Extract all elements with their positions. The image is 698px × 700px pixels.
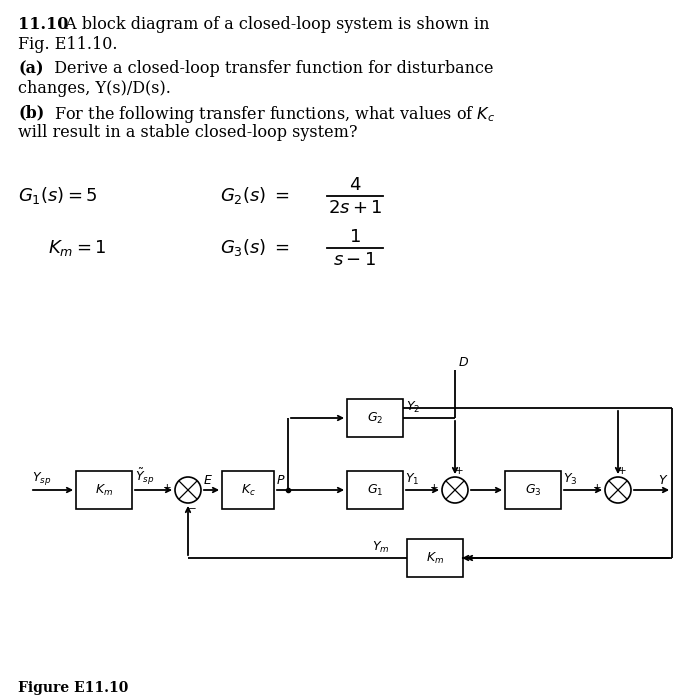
Text: $s - 1$: $s - 1$ [334, 251, 377, 269]
Text: $G_1$: $G_1$ [366, 482, 383, 498]
Text: $G_1(s) = 5$: $G_1(s) = 5$ [18, 186, 98, 206]
Bar [347, 399, 403, 437]
Text: $Y_m$: $Y_m$ [372, 540, 389, 555]
Bar [347, 471, 403, 509]
Text: $K_m = 1$: $K_m = 1$ [48, 238, 106, 258]
Text: changes, Y(s)/D(s).: changes, Y(s)/D(s). [18, 80, 171, 97]
Text: +: + [454, 466, 463, 476]
Text: 11.10: 11.10 [18, 16, 68, 33]
Text: +: + [618, 466, 626, 476]
Text: +: + [163, 483, 172, 493]
Text: $G_3(s)\;=$: $G_3(s)\;=$ [220, 237, 290, 258]
Text: $K_m$: $K_m$ [95, 482, 113, 498]
Text: $E$: $E$ [203, 474, 213, 487]
Text: $G_3$: $G_3$ [525, 482, 541, 498]
Text: $1$: $1$ [349, 228, 361, 246]
Circle shape [605, 477, 631, 503]
Text: $4$: $4$ [349, 176, 362, 194]
Text: $Y$: $Y$ [658, 474, 669, 487]
Text: Figure E11.10: Figure E11.10 [18, 681, 128, 695]
Text: Derive a closed-loop transfer function for disturbance: Derive a closed-loop transfer function f… [44, 60, 493, 77]
Text: +: + [593, 483, 602, 493]
Text: $D$: $D$ [458, 356, 469, 369]
Text: −: − [188, 504, 196, 514]
Text: Fig. E11.10.: Fig. E11.10. [18, 36, 117, 53]
Text: $Y_{sp}$: $Y_{sp}$ [32, 470, 52, 487]
Text: $2s + 1$: $2s + 1$ [327, 199, 383, 217]
Bar [407, 539, 463, 577]
Bar [505, 471, 561, 509]
Text: $G_2$: $G_2$ [367, 410, 383, 426]
Text: (a): (a) [18, 60, 43, 77]
Text: A block diagram of a closed-loop system is shown in: A block diagram of a closed-loop system … [60, 16, 489, 33]
Text: will result in a stable closed-loop system?: will result in a stable closed-loop syst… [18, 124, 357, 141]
Text: $Y_3$: $Y_3$ [563, 472, 577, 487]
Bar [76, 471, 132, 509]
Text: For the following transfer functions, what values of $K_c$: For the following transfer functions, wh… [44, 104, 496, 125]
Text: $K_c$: $K_c$ [241, 482, 255, 498]
Circle shape [175, 477, 201, 503]
Text: $G_2(s)\;=$: $G_2(s)\;=$ [220, 186, 290, 206]
Text: $K_m$: $K_m$ [426, 550, 444, 566]
Text: $\tilde{Y}_{sp}$: $\tilde{Y}_{sp}$ [135, 467, 154, 487]
Text: +: + [431, 483, 439, 493]
Bar [222, 471, 274, 509]
Text: $P$: $P$ [276, 474, 285, 487]
Text: (b): (b) [18, 104, 44, 121]
Text: $Y_2$: $Y_2$ [406, 400, 420, 415]
Circle shape [442, 477, 468, 503]
Text: $Y_1$: $Y_1$ [405, 472, 419, 487]
